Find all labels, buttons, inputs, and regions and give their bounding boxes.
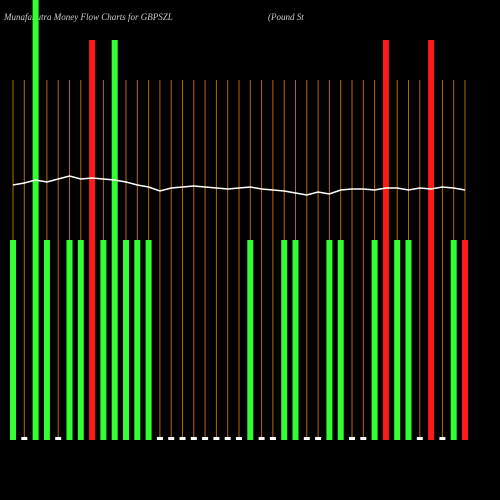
bar: [10, 240, 16, 440]
bar: [43, 240, 50, 440]
bar: [247, 240, 254, 440]
bar: [66, 240, 73, 440]
chart-title: MunafaSutra Money Flow Charts for GBPSZL: [3, 12, 173, 22]
bar: [428, 40, 435, 440]
bar: [303, 437, 310, 440]
bar: [462, 240, 468, 440]
bar: [145, 240, 152, 440]
bar: [315, 437, 322, 440]
bar: [224, 437, 231, 440]
bar: [213, 437, 220, 440]
bar: [337, 240, 344, 440]
bar: [281, 240, 288, 440]
bar: [134, 240, 141, 440]
bar: [269, 437, 276, 440]
bar: [236, 437, 242, 440]
bar: [179, 437, 186, 440]
bar: [292, 240, 299, 440]
bar: [77, 240, 84, 440]
bar: [55, 437, 62, 440]
bar: [89, 40, 96, 440]
bar: [168, 437, 175, 440]
bar: [360, 437, 367, 440]
bar: [450, 240, 457, 440]
bar: [416, 437, 423, 440]
bar: [258, 437, 265, 440]
bar: [349, 437, 355, 440]
bar: [156, 437, 163, 440]
bar: [405, 240, 412, 440]
bar: [190, 437, 197, 440]
bar: [202, 437, 209, 440]
bar: [100, 240, 107, 440]
bar: [21, 437, 28, 440]
bar: [439, 437, 446, 440]
money-flow-line: [12, 175, 466, 196]
chart-subtitle: (Pound St: [268, 12, 304, 22]
bar: [123, 240, 129, 440]
bar: [111, 40, 118, 440]
bar: [382, 40, 389, 440]
bar: [326, 240, 333, 440]
bar: [32, 0, 39, 440]
bar: [394, 240, 401, 440]
bar: [371, 240, 378, 440]
